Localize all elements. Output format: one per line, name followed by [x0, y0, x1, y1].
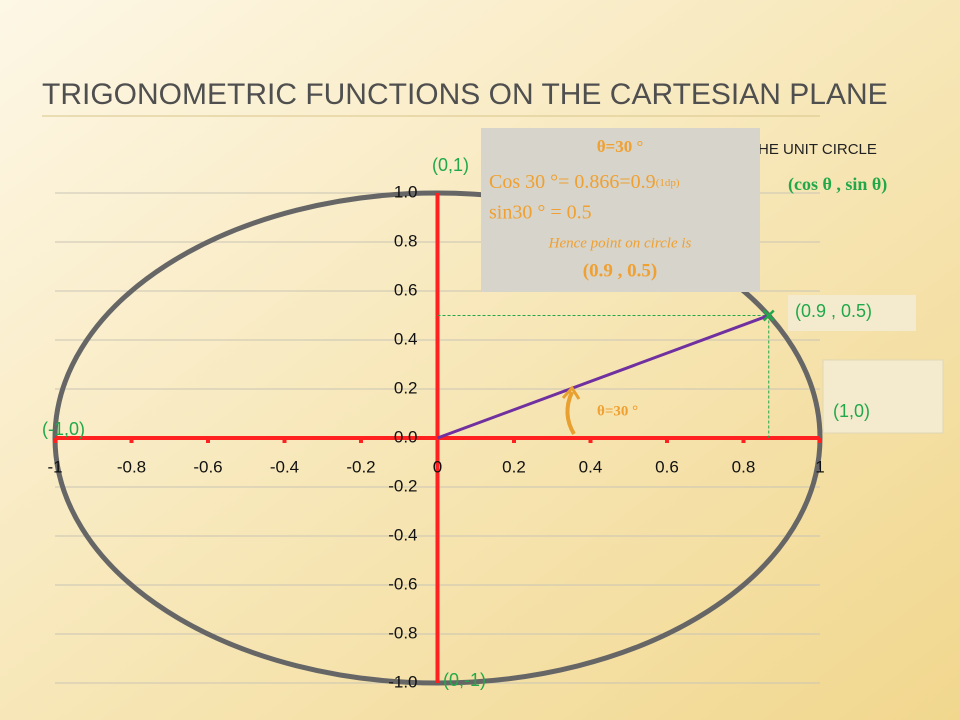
info-cos-text: Cos 30 °= 0.866=0.9	[489, 171, 656, 193]
label-box	[788, 295, 916, 331]
x-tick-label: 0.6	[655, 457, 679, 476]
x-tick-label: 0.8	[732, 457, 756, 476]
right-label: (1,0)	[833, 401, 870, 421]
y-tick-label: 0.6	[394, 280, 418, 299]
x-tick-label: 0.4	[579, 457, 603, 476]
y-tick-label: -0.8	[388, 623, 417, 642]
y-tick-label: -1.0	[388, 672, 417, 691]
y-tick-label: 1.0	[394, 182, 418, 201]
info-hence: Hence point on circle is	[548, 235, 692, 251]
x-tick-label: -0.2	[346, 457, 375, 476]
y-tick-label: -0.4	[388, 525, 417, 544]
angle-label: θ=30 °	[597, 403, 638, 419]
point-label: (0.9 , 0.5)	[795, 301, 872, 321]
info-box: θ=30 ° Cos 30 °= 0.866=0.9(1dp) sin30 ° …	[481, 128, 760, 292]
x-tick-label: 0	[433, 457, 442, 476]
angle-arrowhead	[561, 385, 581, 400]
plot: -1 -0.8 -0.6 -0.4 -0.2 0 0.2 0.4 0.6 0.8 1 1.0 0.8 0.…	[47, 182, 824, 691]
x-tick-label: -0.8	[117, 457, 146, 476]
slide-title: TRIGONOMETRIC FUNCTIONS ON THE CARTESIAN…	[42, 78, 888, 111]
radius-line	[436, 314, 770, 440]
info-box-bg	[481, 128, 760, 292]
y-tick-label: 0.0	[394, 427, 418, 446]
top-label: (0,1)	[432, 155, 469, 175]
y-tick-label: -0.6	[388, 574, 417, 593]
info-cos-note: (1dp)	[656, 177, 680, 189]
y-tick-label: 0.2	[394, 378, 418, 397]
x-tick-label: -0.4	[270, 457, 299, 476]
heading-fragment: HE UNIT CIRCLE	[758, 141, 877, 158]
general-point-label: (cos θ , sin θ)	[788, 174, 887, 195]
x-tick-label: 1	[815, 457, 824, 476]
angle-arc	[565, 391, 576, 436]
info-cos: Cos 30 °= 0.866=0.9(1dp)	[489, 171, 680, 193]
x-tick-label: -0.6	[193, 457, 222, 476]
x-tick-label: 0.2	[502, 457, 526, 476]
info-angle: θ=30 °	[597, 137, 644, 156]
left-label: (-1,0)	[42, 419, 85, 439]
info-result: (0.9 , 0.5)	[583, 260, 657, 281]
bottom-label: (0,-1)	[443, 670, 486, 690]
x-tick-label: -1	[47, 457, 62, 476]
point-marker	[762, 309, 775, 322]
info-sin: sin30 ° = 0.5	[489, 202, 592, 224]
label-box	[822, 359, 944, 434]
y-tick-label: 0.8	[394, 231, 418, 250]
y-tick-label: -0.2	[388, 476, 417, 495]
y-tick-label: 0.4	[394, 329, 418, 348]
